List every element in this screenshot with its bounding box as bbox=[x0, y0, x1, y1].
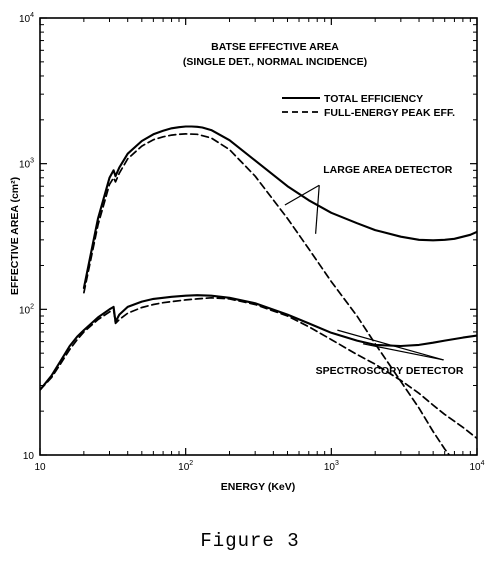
chart: 10 102 103 104 10 102 103 104 LARGE AREA DETECT… bbox=[9, 12, 485, 493]
x-tick-label: 103 bbox=[324, 460, 339, 473]
annotation-pointer bbox=[284, 184, 320, 206]
x-tick-label: 104 bbox=[469, 460, 484, 473]
annotation-pointer bbox=[315, 185, 320, 234]
x-tick-label: 10 bbox=[34, 462, 46, 473]
annotation-large-area-detector: LARGE AREA DETECTOR bbox=[323, 164, 453, 176]
y-tick-label: 102 bbox=[19, 303, 34, 316]
legend: TOTAL EFFICIENCY FULL-ENERGY PEAK EFF. bbox=[282, 93, 455, 119]
y-axis-label: EFFECTIVE AREA (cm²) bbox=[9, 177, 21, 295]
x-tick-label: 102 bbox=[178, 460, 193, 473]
axis-ticks: 10 102 103 104 10 102 103 104 bbox=[19, 12, 485, 473]
legend-label-full-energy-peak: FULL-ENERGY PEAK EFF. bbox=[324, 107, 455, 119]
y-tick-label: 104 bbox=[19, 12, 34, 25]
annotation-spectroscopy-detector: SPECTROSCOPY DETECTOR bbox=[316, 365, 464, 377]
chart-subtitle: (SINGLE DET., NORMAL INCIDENCE) bbox=[183, 56, 367, 68]
spectroscopy-peak-efficiency-line bbox=[40, 296, 477, 440]
large-area-peak-efficiency-line bbox=[83, 133, 451, 455]
x-axis-label: ENERGY (KeV) bbox=[221, 481, 296, 493]
chart-title: BATSE EFFECTIVE AREA bbox=[211, 41, 339, 53]
plot-frame bbox=[39, 17, 478, 456]
series-layer bbox=[40, 125, 477, 455]
y-tick-label: 103 bbox=[19, 158, 34, 171]
y-tick-label: 10 bbox=[23, 451, 35, 462]
annotation-pointer bbox=[337, 329, 444, 361]
annotation-layer: LARGE AREA DETECTOR SPECTROSCOPY DETECTOR bbox=[284, 164, 464, 377]
annotation-pointer bbox=[362, 343, 444, 361]
large-area-total-efficiency-line bbox=[82, 125, 477, 290]
spectroscopy-total-efficiency-line bbox=[40, 294, 477, 391]
legend-label-total-efficiency: TOTAL EFFICIENCY bbox=[324, 93, 423, 105]
figure-caption: Figure 3 bbox=[200, 530, 300, 552]
